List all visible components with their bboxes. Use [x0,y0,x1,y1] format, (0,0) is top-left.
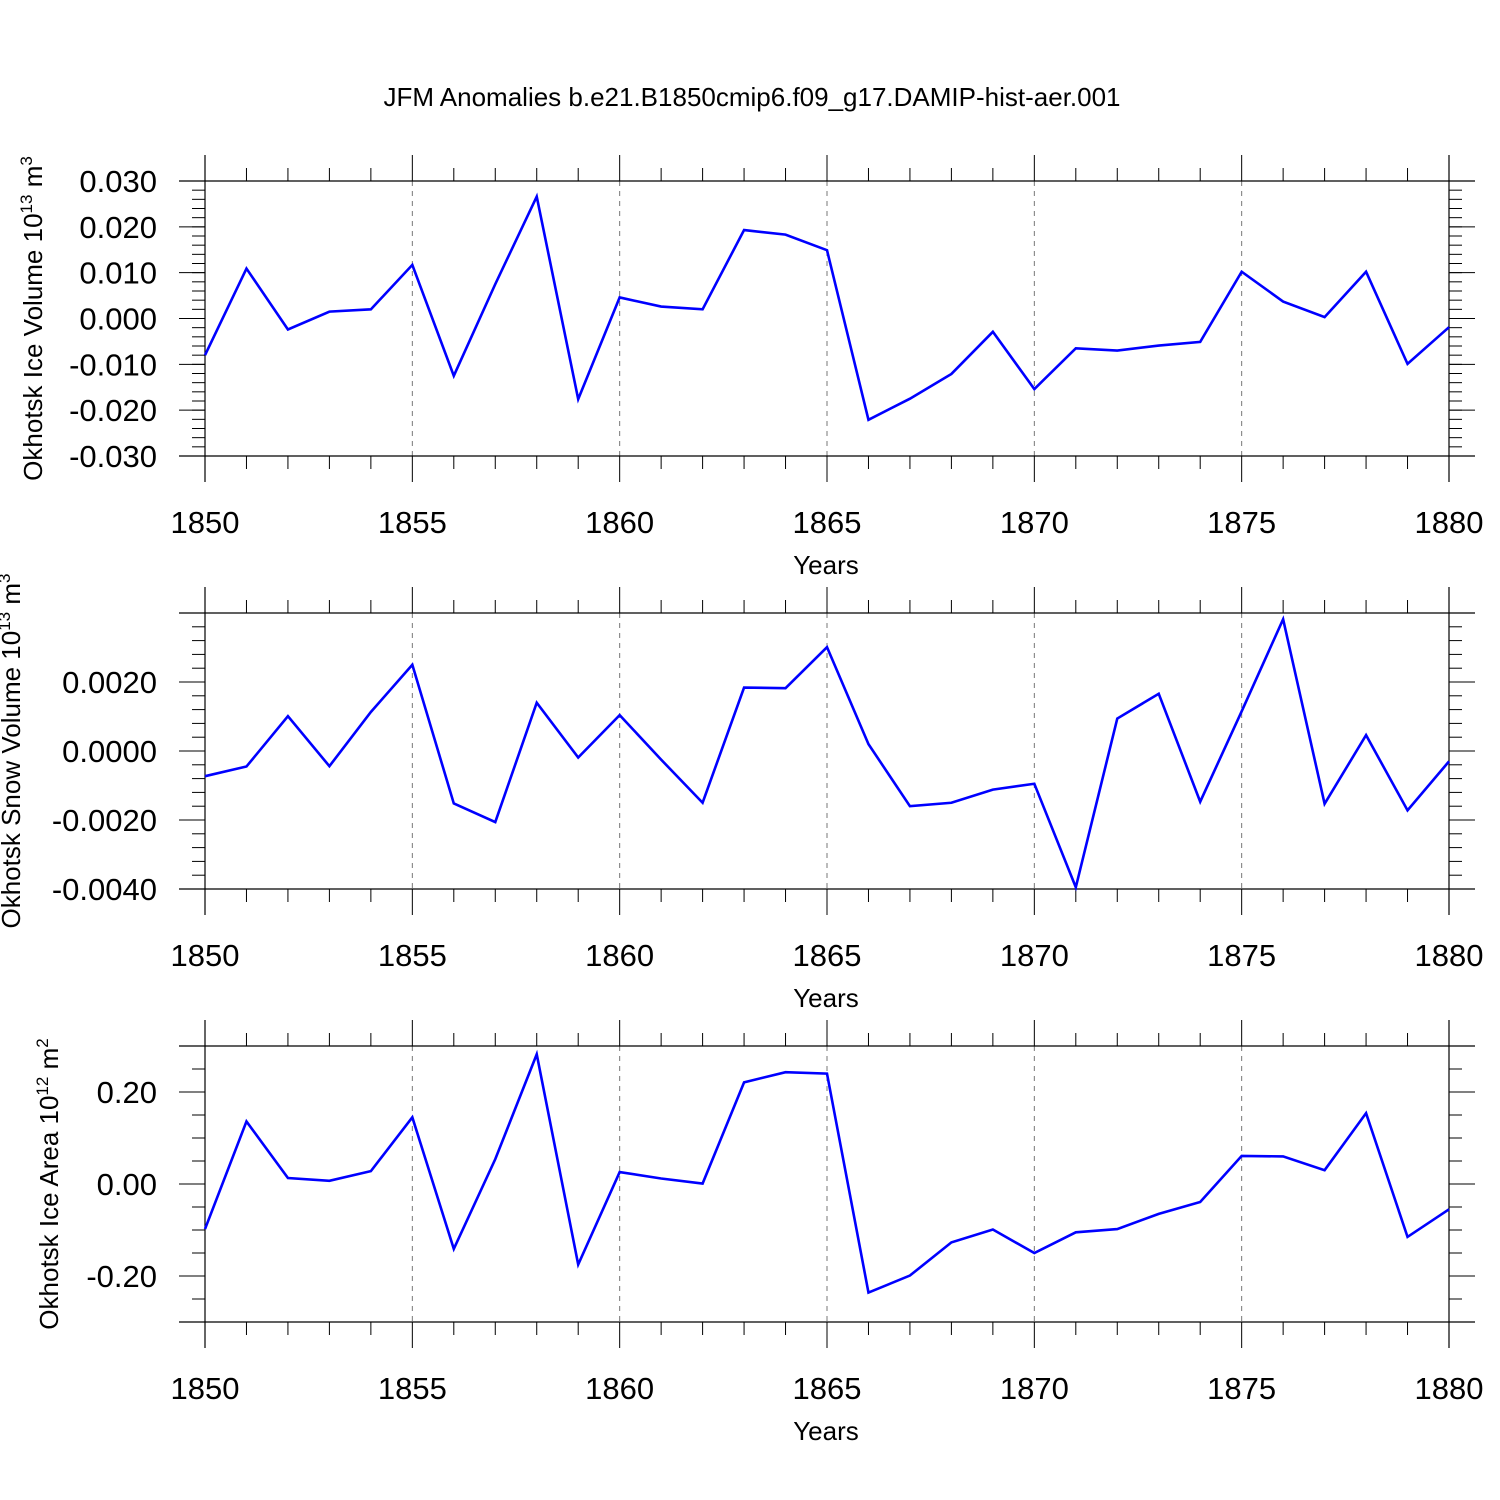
panel-3: 0.20 0.00 -0.20 1850 1855 1860 1865 1870 1875 188… [33,1020,1483,1446]
y-axis-label-text: Okhotsk Ice Volume 10 [18,213,48,480]
x-tick-label: 1850 [171,1371,240,1406]
x-tick-label: 1880 [1415,505,1484,540]
y-tick-label: 0.00 [97,1167,157,1202]
x-tick-label: 1850 [171,938,240,973]
x-tick-label: 1865 [793,1371,862,1406]
x-axis-label: Years [793,983,859,1013]
y-axis-label: Okhotsk Ice Volume 1013 m3 [17,156,48,481]
y-tick-label: -0.20 [86,1259,157,1294]
y-tick-label: -0.0020 [52,803,157,838]
panel-1: 0.030 0.020 0.010 0.000 -0.010 -0.020 -0.030 18… [17,155,1483,580]
y-tick-label: -0.010 [69,347,157,382]
y-tick-label: 0.020 [79,210,157,245]
y-tick-label: -0.030 [69,439,157,474]
y-axis-label-exponent: 13 [0,612,14,631]
x-tick-label: 1860 [585,1371,654,1406]
x-tick-label: 1875 [1207,938,1276,973]
x-axis-label: Years [793,550,859,580]
y-tick-label: 0.010 [79,256,157,291]
x-tick-label: 1870 [1000,938,1069,973]
y-axis-label-unit: m [18,166,48,195]
x-tick-label: 1850 [171,505,240,540]
x-tick-label: 1880 [1415,1371,1484,1406]
panel-2: 0.0020 0.0000 -0.0020 -0.0040 1850 1855 1860 18… [0,574,1483,1014]
x-tick-label: 1865 [793,505,862,540]
chart-title: JFM Anomalies b.e21.B1850cmip6.f09_g17.D… [383,82,1120,112]
y-tick-label: -0.0040 [52,872,157,907]
series-line [203,192,1450,422]
y-tick-label: 0.030 [79,164,157,199]
y-axis-label-exponent: 13 [17,195,36,214]
y-tick-label: 0.0020 [62,665,157,700]
x-tick-label: 1875 [1207,505,1276,540]
panels: 0.030 0.020 0.010 0.000 -0.010 -0.020 -0.030 18… [0,155,1483,1446]
y-tick-label: 0.20 [97,1075,157,1110]
y-axis-label-unit-exponent: 3 [0,574,14,583]
y-axis-label-exponent: 12 [33,1077,52,1096]
y-tick-label: 0.000 [79,302,157,337]
y-tick-label: 0.0000 [62,734,157,769]
x-tick-label: 1865 [793,938,862,973]
x-axis-label: Years [793,1416,859,1446]
y-axis-label-text: Okhotsk Ice Area 10 [34,1096,64,1330]
x-tick-label: 1860 [585,505,654,540]
x-tick-label: 1870 [1000,1371,1069,1406]
y-axis-label-unit: m [34,1048,64,1077]
y-axis-label-unit-exponent: 3 [17,156,36,165]
y-axis-label: Okhotsk Snow Volume 1013 m3 [0,574,26,929]
x-tick-label: 1870 [1000,505,1069,540]
series-line [203,1049,1450,1295]
series-line [204,615,1450,892]
x-tick-label: 1880 [1415,938,1484,973]
x-tick-label: 1875 [1207,1371,1276,1406]
y-axis-label-unit-exponent: 2 [33,1038,52,1047]
y-tick-label: -0.020 [69,393,157,428]
x-tick-label: 1855 [378,1371,447,1406]
y-axis-label-unit: m [0,583,26,612]
y-axis-label-text: Okhotsk Snow Volume 10 [0,631,26,929]
x-tick-label: 1860 [585,938,654,973]
x-tick-label: 1855 [378,505,447,540]
y-axis-label: Okhotsk Ice Area 1012 m2 [33,1038,64,1329]
x-tick-label: 1855 [378,938,447,973]
